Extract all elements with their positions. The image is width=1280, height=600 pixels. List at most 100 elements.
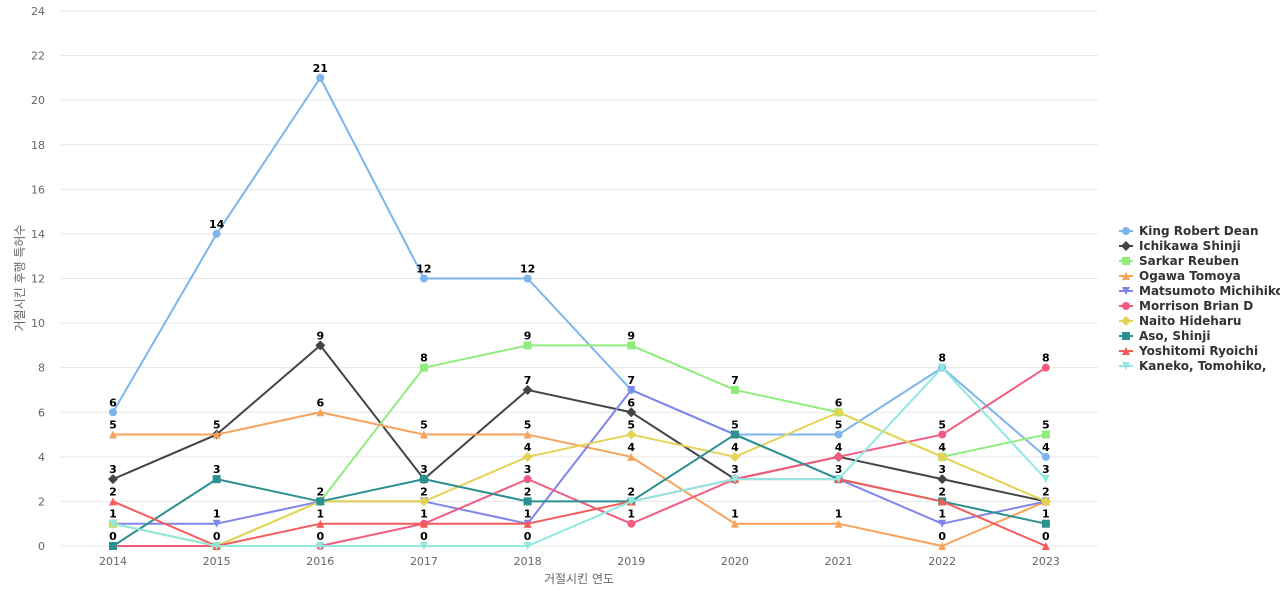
- data-label: 12: [416, 263, 431, 276]
- data-point: [418, 496, 429, 507]
- legend-item[interactable]: Naito Hideharu: [1119, 314, 1241, 328]
- data-point: [523, 475, 532, 484]
- data-point: [316, 408, 325, 417]
- data-point: [937, 474, 948, 485]
- legend-marker: [1121, 241, 1131, 251]
- data-label: 5: [213, 419, 221, 432]
- data-point: [109, 408, 117, 417]
- data-point: [627, 519, 636, 528]
- data-point: [834, 475, 843, 484]
- legend-label: Matsumoto Michihiko: [1139, 284, 1280, 298]
- data-point: [419, 363, 428, 372]
- data-point: [523, 274, 532, 283]
- grid-lines: [61, 10, 1098, 547]
- data-label: 0: [524, 530, 532, 543]
- legend-item[interactable]: Matsumoto Michihiko: [1119, 284, 1280, 298]
- data-point: [109, 519, 117, 528]
- data-label: 5: [731, 419, 739, 432]
- data-point: [938, 542, 947, 550]
- legend-item[interactable]: Ogawa Tomoya: [1119, 269, 1241, 283]
- data-label: 0: [938, 530, 946, 543]
- x-tick-label: 2022: [928, 555, 956, 568]
- data-point: [938, 430, 947, 439]
- x-axis-title: 거절시킨 연도: [544, 572, 614, 586]
- y-axis-title: 거절시킨 후행 특허수: [12, 225, 27, 332]
- data-label: 5: [1042, 419, 1050, 432]
- data-labels: 6532101453102196210128532101297543210976…: [109, 62, 1050, 543]
- data-label: 1: [731, 508, 739, 521]
- data-point: [938, 497, 947, 506]
- y-tick-label: 2: [38, 495, 45, 508]
- data-point: [523, 497, 532, 506]
- data-point: [1041, 452, 1050, 461]
- data-point: [627, 497, 636, 506]
- data-point: [833, 407, 844, 418]
- data-point: [212, 519, 221, 528]
- data-point: [109, 430, 117, 439]
- series-naito-hideharu: [108, 407, 1051, 551]
- series-line: [112, 76, 1047, 458]
- data-label: 1: [524, 508, 532, 521]
- data-point: [523, 341, 532, 350]
- legend-label: Sarkar Reuben: [1139, 254, 1239, 268]
- y-tick-label: 22: [31, 50, 45, 63]
- data-label: 5: [835, 419, 843, 432]
- data-point: [316, 519, 325, 528]
- legend-item[interactable]: Yoshitomi Ryoichi: [1119, 344, 1258, 358]
- data-point: [419, 430, 428, 439]
- data-point: [627, 452, 636, 461]
- x-tick-label: 2020: [721, 555, 749, 568]
- series-line: [112, 388, 1047, 525]
- data-label: 14: [209, 218, 225, 231]
- y-tick-label: 4: [38, 451, 45, 464]
- data-point: [419, 475, 428, 484]
- data-label: 1: [420, 508, 428, 521]
- legend-marker: [1122, 332, 1130, 340]
- data-label: 3: [213, 463, 221, 476]
- data-point: [938, 519, 947, 528]
- legend-item[interactable]: Morrison Brian D: [1119, 299, 1253, 313]
- data-point: [523, 430, 532, 439]
- y-tick-label: 8: [38, 362, 45, 375]
- y-tick-label: 10: [31, 317, 45, 330]
- data-label: 8: [938, 352, 946, 365]
- legend-item[interactable]: Ichikawa Shinji: [1119, 239, 1241, 253]
- legend-marker: [1122, 287, 1130, 295]
- data-label: 4: [731, 441, 739, 454]
- legend-marker: [1122, 227, 1130, 235]
- legend-item[interactable]: Kaneko, Tomohiko,: [1119, 359, 1266, 373]
- data-label: 2: [627, 485, 635, 498]
- data-label: 5: [109, 419, 117, 432]
- legend-marker: [1122, 347, 1130, 355]
- y-tick-label: 6: [38, 406, 45, 419]
- data-label: 12: [520, 263, 535, 276]
- y-tick-label: 18: [31, 139, 45, 152]
- data-label: 1: [213, 508, 221, 521]
- data-point: [626, 429, 637, 440]
- legend-item[interactable]: Aso, Shinji: [1119, 329, 1210, 343]
- y-tick-label: 14: [31, 228, 45, 241]
- x-tick-label: 2021: [825, 555, 853, 568]
- series-line: [112, 411, 1047, 547]
- legend-item[interactable]: King Robert Dean: [1119, 224, 1259, 238]
- data-point: [523, 519, 532, 528]
- legend-label: Ichikawa Shinji: [1139, 239, 1241, 253]
- legend-item[interactable]: Sarkar Reuben: [1119, 254, 1239, 268]
- data-label: 3: [731, 463, 739, 476]
- data-label: 2: [316, 485, 324, 498]
- y-tick-label: 16: [31, 183, 45, 196]
- data-point: [627, 341, 636, 350]
- data-label: 5: [524, 419, 532, 432]
- legend-label: Aso, Shinji: [1139, 329, 1210, 343]
- data-point: [108, 474, 118, 485]
- x-tick-label: 2015: [203, 555, 231, 568]
- data-label: 2: [420, 485, 428, 498]
- data-point: [1041, 475, 1050, 484]
- data-label: 1: [938, 508, 946, 521]
- data-label: 0: [316, 530, 324, 543]
- y-tick-label: 24: [31, 5, 45, 18]
- data-label: 3: [524, 463, 532, 476]
